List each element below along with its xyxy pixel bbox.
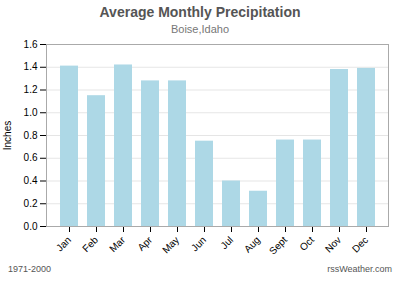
svg-text:Mar: Mar xyxy=(107,234,127,254)
svg-text:0.0: 0.0 xyxy=(24,221,38,232)
svg-text:0.8: 0.8 xyxy=(24,130,38,141)
svg-text:Nov: Nov xyxy=(323,234,343,254)
html-text:1971-2000: 1971-2000 xyxy=(8,264,51,274)
svg-text:Jan: Jan xyxy=(54,234,73,253)
svg-text:Feb: Feb xyxy=(80,234,100,254)
svg-text:1.6: 1.6 xyxy=(24,39,38,50)
svg-text:Apr: Apr xyxy=(135,234,154,253)
svg-text:Inches: Inches xyxy=(2,121,13,150)
svg-text:1.2: 1.2 xyxy=(24,84,38,95)
svg-text:Sept: Sept xyxy=(267,234,289,256)
html-text:Average Monthly Precipitation: Average Monthly Precipitation xyxy=(99,4,301,20)
html-text:Boise,Idaho: Boise,Idaho xyxy=(170,23,229,35)
svg-text:1.0: 1.0 xyxy=(24,107,38,118)
svg-text:1.4: 1.4 xyxy=(24,61,38,72)
svg-text:Jun: Jun xyxy=(189,234,208,253)
svg-text:Dec: Dec xyxy=(350,234,370,254)
svg-text:0.6: 0.6 xyxy=(24,152,38,163)
svg-text:Aug: Aug xyxy=(242,234,262,254)
svg-text:Oct: Oct xyxy=(297,234,316,253)
svg-text:0.4: 0.4 xyxy=(24,175,38,186)
svg-text:Jul: Jul xyxy=(218,234,235,251)
svg-text:0.2: 0.2 xyxy=(24,198,38,209)
svg-text:May: May xyxy=(160,234,181,255)
html-text:rssWeather.com: rssWeather.com xyxy=(327,264,392,274)
